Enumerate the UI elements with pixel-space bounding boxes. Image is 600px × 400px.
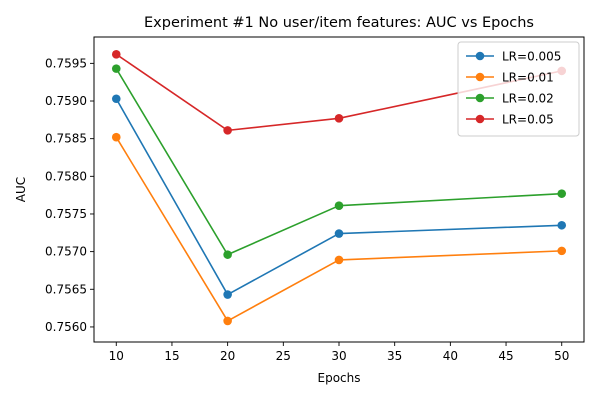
x-tick-label: 40: [443, 349, 458, 363]
data-point: [111, 132, 121, 142]
y-tick-label: 0.7565: [45, 282, 87, 296]
data-point: [334, 114, 344, 123]
y-axis: 0.7560 0.7565 0.7570 0.7575 0.7580 0.7585 0.75…: [45, 56, 94, 334]
legend-label: LR=0.01: [502, 71, 554, 85]
x-tick-label: 20: [220, 349, 235, 363]
y-tick-label: 0.7575: [45, 207, 87, 221]
legend-item: LR=0.005: [466, 50, 561, 64]
series-2: [111, 64, 567, 259]
data-point: [223, 250, 232, 259]
x-axis-title: Epochs: [318, 371, 361, 385]
data-point: [111, 50, 121, 59]
series-line: [115, 53, 562, 132]
data-point: [334, 255, 344, 265]
series-1: [111, 132, 567, 326]
y-tick-label: 0.7560: [45, 320, 87, 334]
legend-box: [457, 41, 580, 137]
legend-label: LR=0.02: [502, 92, 554, 106]
y-tick-label: 0.7585: [45, 132, 87, 146]
legend-marker: [475, 114, 485, 124]
x-axis: 10 15 20 25 30 35 40 45 50: [109, 342, 569, 363]
legend-marker: [475, 51, 485, 61]
legend-item: LR=0.01: [466, 71, 554, 85]
x-tick-label: 45: [498, 349, 513, 363]
x-tick-label: 15: [164, 349, 179, 363]
series-line: [115, 98, 562, 296]
data-point: [557, 189, 567, 198]
data-point: [223, 290, 232, 299]
legend-marker: [475, 72, 485, 82]
legend-item: LR=0.05: [466, 113, 554, 127]
y-tick-label: 0.7580: [45, 169, 87, 183]
data-point: [111, 94, 121, 104]
data-point: [557, 220, 567, 230]
legend-item: LR=0.02: [466, 92, 554, 106]
data-point: [223, 316, 232, 326]
y-tick-label: 0.7570: [45, 245, 87, 259]
y-tick-label: 0.7595: [45, 56, 87, 70]
data-point: [111, 64, 121, 73]
data-point: [223, 126, 232, 135]
y-tick-label: 0.7590: [45, 94, 87, 108]
data-point: [334, 201, 344, 210]
chart-title: Experiment #1 No user/item features: AUC…: [144, 15, 534, 31]
legend-label: LR=0.05: [502, 113, 554, 127]
series-layer: [111, 50, 567, 326]
x-tick-label: 50: [554, 349, 569, 363]
data-point: [557, 246, 567, 256]
legend-marker: [475, 93, 485, 103]
y-axis-title: AUC: [14, 177, 28, 202]
legend-label: LR=0.005: [502, 50, 561, 64]
data-point: [334, 229, 344, 238]
series-0: [111, 94, 567, 299]
series-line: [115, 136, 562, 322]
x-tick-label: 10: [109, 349, 124, 363]
legend: LR=0.005 LR=0.01 LR=0.02 LR=0.05: [457, 41, 580, 137]
x-tick-label: 30: [331, 349, 346, 363]
x-tick-label: 25: [276, 349, 291, 363]
x-tick-label: 35: [387, 349, 402, 363]
series-line: [115, 68, 562, 256]
